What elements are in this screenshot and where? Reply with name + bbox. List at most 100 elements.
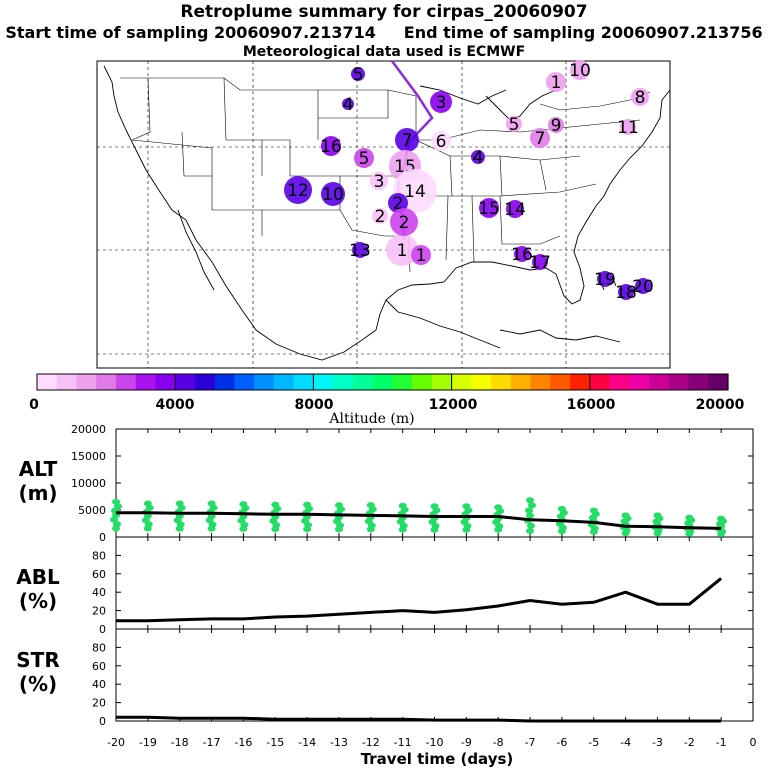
plume-day-label: 19 (594, 270, 616, 290)
plume-marker: 8 (631, 88, 649, 108)
abl-label: ABL (16, 565, 60, 589)
plume-day-label: 7 (535, 129, 546, 149)
particle-point (207, 500, 216, 507)
plume-circle (620, 119, 636, 135)
start-time-label: Start time of sampling 20060907.213714 (5, 23, 376, 42)
plume-circle (342, 98, 354, 110)
plume-day-label: 2 (393, 194, 404, 214)
plume-marker: 19 (594, 270, 616, 290)
time-series-frames (115, 428, 754, 722)
plume-circle (372, 208, 388, 224)
plume-day-label: 4 (343, 95, 354, 115)
y-tick-label: 5000 (78, 504, 106, 517)
x-tick-label: -7 (525, 736, 536, 749)
particle-point (685, 514, 694, 521)
plume-marker: 6 (431, 131, 451, 152)
y-tick-label: 0 (99, 531, 106, 544)
plume-circle (506, 116, 522, 132)
colorbar-swatch (352, 374, 374, 390)
plume-marker: 7 (395, 128, 419, 152)
y-tick-label: 20000 (71, 423, 106, 436)
particle-point (462, 503, 471, 510)
colorbar-swatch (175, 374, 196, 390)
plume-day-label: 1 (397, 241, 408, 261)
colorbar-swatch (37, 374, 58, 390)
plume-marker: 9 (548, 116, 564, 136)
y-tick-label: 40 (92, 678, 106, 691)
x-tick-label: -8 (493, 736, 504, 749)
plume-marker: 16 (511, 245, 533, 265)
y-tick-label: 20 (92, 697, 106, 710)
particle-point (526, 528, 534, 534)
colorbar-swatch (234, 374, 255, 390)
plume-marker: 3 (370, 172, 388, 192)
plume-circle (352, 242, 368, 258)
cb-tick: 16000 (567, 397, 616, 413)
x-ticks: -20 -19 -18 -17 -16 -15 -14 -13 -12 -11 -10 -9 -8 -7-… (107, 429, 757, 749)
plume-marker: 5 (506, 115, 522, 135)
y-tick-label: 15000 (71, 450, 106, 463)
y-tick-label: 40 (92, 586, 106, 599)
plume-marker: 2 (388, 193, 408, 214)
x-axis-label: Travel time (days) (361, 750, 514, 768)
plume-day-label: 4 (473, 148, 484, 168)
plume-day-label: 3 (374, 172, 385, 192)
y-tick-label: 10000 (71, 477, 106, 490)
plume-circle (479, 198, 499, 218)
plume-marker: 17 (529, 253, 551, 273)
abl-unit: (%) (19, 589, 57, 613)
x-tick-label: -5 (588, 736, 599, 749)
cb-tick: 0 (29, 397, 39, 413)
cb-tick: 20000 (696, 397, 745, 413)
plume-day-label: 10 (322, 185, 344, 205)
particle-point (526, 497, 534, 504)
x-tick-label: -16 (234, 736, 252, 749)
plume-circle (635, 278, 651, 294)
x-tick-label: -13 (330, 736, 348, 749)
y-tick-label: 80 (92, 641, 106, 654)
plume-marker: 16 (320, 136, 342, 157)
colorbar-swatch (708, 374, 729, 390)
plume-day-label: 20 (632, 277, 654, 297)
plume-day-label: 1 (416, 246, 427, 266)
particle-point (398, 502, 407, 509)
plume-circle (530, 128, 550, 148)
plume-circle (532, 254, 548, 270)
colorbar-swatch (589, 374, 611, 390)
plume-marker: 10 (569, 60, 591, 81)
x-tick-label: -14 (298, 736, 316, 749)
x-tick-label: -12 (362, 736, 380, 749)
colorbar-frame (36, 373, 729, 391)
plume-circle (386, 234, 418, 266)
plume-day-label: 2 (399, 213, 410, 233)
colorbar-swatch (135, 374, 157, 390)
colorbar-swatch (56, 374, 78, 390)
plume-circle (546, 72, 566, 92)
colorbar-swatch (609, 374, 630, 390)
plume-circle (431, 131, 451, 151)
map-coastlines (103, 65, 671, 361)
x-tick-label: -3 (652, 736, 663, 749)
particle-point (528, 502, 536, 509)
plume-day-label: 2 (375, 207, 386, 227)
plume-marker: 2 (372, 207, 388, 227)
y-tick-label: 20 (92, 605, 106, 618)
colorbar-swatch (115, 374, 137, 390)
end-time-label: End time of sampling 20060907.213756 (403, 23, 763, 42)
plume-marker: 20 (632, 277, 654, 297)
plume-day-label: 5 (359, 149, 370, 169)
plume-circle (471, 150, 485, 164)
plume-day-label: 10 (569, 61, 591, 81)
colorbar-swatch (412, 374, 433, 390)
plume-circle (354, 148, 374, 168)
particle-point (113, 521, 121, 528)
abl-series-line (116, 577, 723, 623)
plume-day-label: 8 (635, 88, 646, 108)
particle-point (271, 501, 280, 508)
plume-circle (506, 200, 524, 218)
plume-circle (411, 245, 431, 265)
plume-circle (388, 193, 408, 213)
plume-day-label: 15 (478, 199, 500, 219)
